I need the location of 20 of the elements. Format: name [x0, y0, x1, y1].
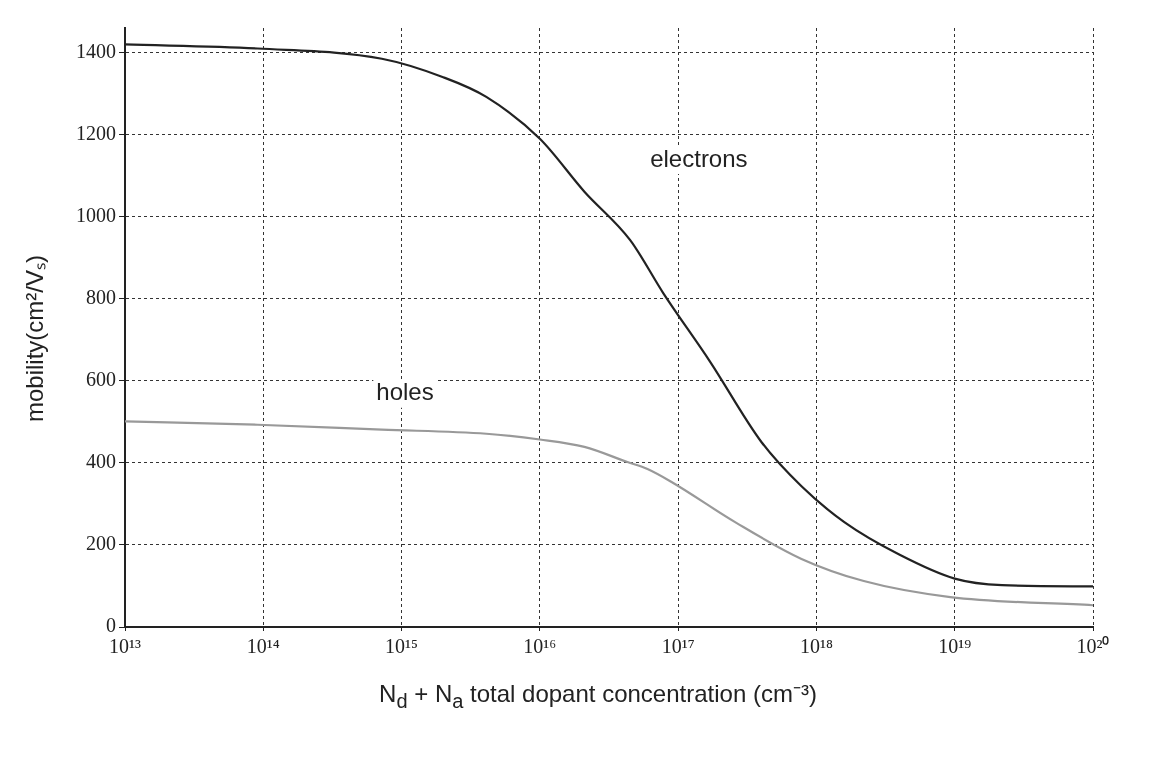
- x-tick-label: 10¹⁷: [661, 635, 695, 658]
- x-tick-label: 10¹⁹: [938, 635, 972, 658]
- text: electrons: [650, 144, 748, 172]
- y-tick-label: 1000: [76, 203, 116, 226]
- x-tick-label: 10²⁰: [1076, 635, 1110, 658]
- y-tick-label: 1200: [76, 121, 116, 144]
- y-tick-label: 600: [86, 368, 116, 391]
- series-label: holes: [376, 378, 434, 406]
- x-tick-label: 10¹⁴: [246, 635, 280, 658]
- y-tick-label: 200: [86, 532, 116, 555]
- y-tick-label: 800: [86, 286, 116, 309]
- x-tick-label: 10¹⁸: [799, 635, 833, 658]
- x-axis-title: N$_{d}$ + N$_{a}$ total dopant concentration (cm⁻³): [378, 679, 818, 713]
- y-tick-label: 400: [86, 450, 116, 473]
- y-tick-label: 0: [106, 614, 116, 637]
- y-axis-title: mobility(cm²/Vₛ): [19, 254, 49, 422]
- x-tick-label: 10¹⁵: [385, 635, 419, 658]
- x-tick-label: 10¹³: [109, 635, 141, 658]
- x-tick-label: 10¹⁶: [523, 635, 557, 658]
- y-tick-label: 1400: [76, 39, 116, 62]
